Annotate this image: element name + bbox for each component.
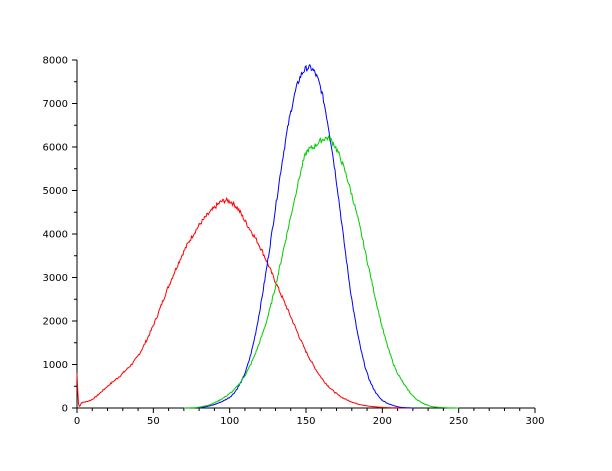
x-tick-label: 0 bbox=[74, 416, 80, 427]
x-tick-label: 50 bbox=[147, 416, 160, 427]
series-line-1 bbox=[76, 196, 413, 409]
x-tick-label: 100 bbox=[220, 416, 239, 427]
series-lines bbox=[76, 63, 459, 409]
series-line-3 bbox=[183, 134, 459, 409]
series-line-2 bbox=[199, 63, 413, 409]
x-tick-label: 150 bbox=[296, 416, 315, 427]
y-tick-label: 1000 bbox=[43, 360, 68, 371]
x-tick-label: 300 bbox=[525, 416, 544, 427]
y-tick-label: 2000 bbox=[43, 317, 68, 328]
x-tick-label: 250 bbox=[449, 416, 468, 427]
y-tick-label: 6000 bbox=[43, 143, 68, 154]
y-tick-label: 0 bbox=[62, 404, 68, 415]
y-tick-label: 3000 bbox=[43, 273, 68, 284]
x-tick-label: 200 bbox=[373, 416, 392, 427]
y-tick-label: 7000 bbox=[43, 99, 68, 110]
y-tick-label: 5000 bbox=[43, 186, 68, 197]
y-tick-label: 8000 bbox=[43, 56, 68, 67]
y-tick-label: 4000 bbox=[43, 230, 68, 241]
axes: 0 50 100 150 200 250 3000100020003000400050006… bbox=[43, 56, 545, 428]
